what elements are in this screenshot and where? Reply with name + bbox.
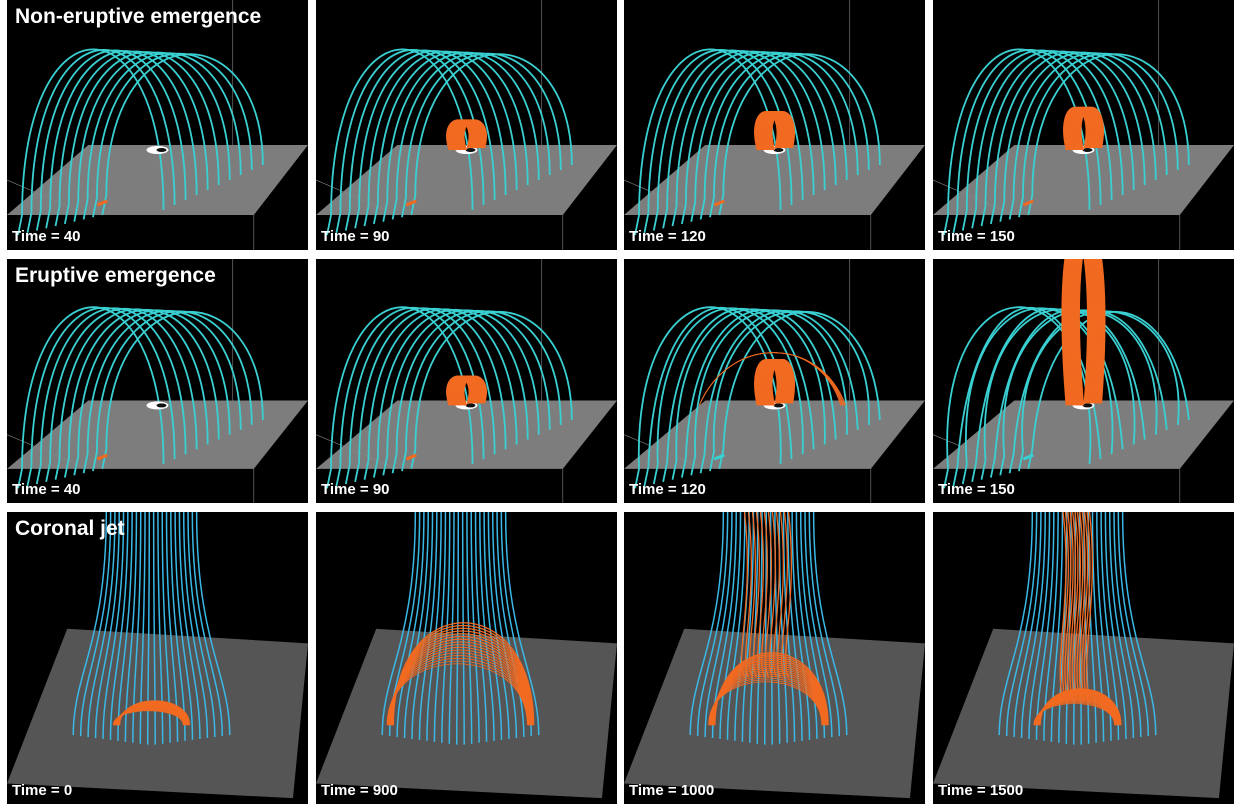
base-plane [624, 628, 925, 799]
panel-row3-col1: Coronal jet Time = 0 [7, 512, 308, 804]
simulation-render [7, 0, 308, 250]
simulation-render [316, 259, 617, 503]
field-lines [943, 48, 1190, 236]
simulation-render [7, 259, 308, 503]
photosphere-plane [933, 145, 1234, 215]
panel-row2-col1: Eruptive emergence Time = 40 [7, 259, 308, 503]
flux-rope [1033, 512, 1122, 726]
flux-rope [112, 700, 191, 726]
base-plane [7, 628, 308, 799]
rope-segment [405, 453, 417, 461]
panel-row1-col1: Non-eruptive emergence Time = 40 [7, 0, 308, 250]
rope-segment [96, 199, 108, 207]
row-title: Eruptive emergence [15, 264, 216, 287]
flux-rope [1061, 259, 1106, 406]
simulation-render [316, 0, 617, 250]
simulation-render [624, 259, 925, 503]
time-label: Time = 0 [12, 782, 73, 799]
time-label: Time = 90 [321, 481, 390, 498]
simulation-render [624, 512, 925, 799]
panel-row1-col2: Time = 90 [316, 0, 617, 250]
time-label: Time = 120 [629, 481, 706, 498]
field-lines [998, 512, 1157, 745]
flux-rope [754, 111, 795, 151]
time-label: Time = 1500 [938, 782, 1024, 799]
photosphere-plane [316, 145, 617, 215]
time-label: Time = 150 [938, 228, 1015, 245]
photosphere-plane [933, 400, 1234, 469]
time-label: Time = 150 [938, 481, 1015, 498]
panel-row1-col4: Time = 150 [933, 0, 1234, 250]
panel-row2-col4: Time = 150 [933, 259, 1234, 503]
simulation-render [933, 259, 1234, 503]
field-lines [689, 512, 848, 745]
field-lines [17, 306, 264, 489]
flux-rope [708, 512, 829, 726]
time-label: Time = 40 [12, 481, 81, 498]
rope-segment [405, 199, 417, 207]
rope-segment [713, 453, 725, 461]
base-plane [933, 628, 1234, 799]
photosphere-plane [316, 400, 617, 469]
field-lines [326, 306, 573, 489]
field-lines [17, 48, 264, 236]
time-label: Time = 120 [629, 228, 706, 245]
panel-row3-col2: Time = 900 [316, 512, 617, 804]
panel-row2-col3: Time = 120 [624, 259, 925, 503]
simulation-render [316, 512, 617, 799]
rope-segment [1022, 199, 1034, 207]
photosphere-plane [7, 400, 308, 469]
panel-row3-col3: Time = 1000 [624, 512, 925, 804]
flux-rope [446, 375, 487, 406]
photosphere-plane [7, 145, 308, 215]
time-label: Time = 900 [321, 782, 398, 799]
time-label: Time = 40 [12, 228, 81, 245]
row-title: Coronal jet [15, 517, 125, 540]
photosphere-plane [624, 400, 925, 469]
flux-rope [446, 119, 487, 151]
simulation-render [933, 512, 1234, 799]
panel-row1-col3: Time = 120 [624, 0, 925, 250]
base-plane [316, 628, 617, 799]
rope-segment [713, 199, 725, 207]
flux-rope [386, 622, 535, 726]
simulation-render [933, 0, 1234, 250]
simulation-render [7, 512, 308, 799]
time-label: Time = 1000 [629, 782, 715, 799]
panel-row2-col2: Time = 90 [316, 259, 617, 503]
rope-segment [1022, 453, 1034, 461]
flux-rope [698, 352, 847, 406]
rope-segment [96, 453, 108, 461]
row-title: Non-eruptive emergence [15, 5, 262, 28]
time-label: Time = 90 [321, 228, 390, 245]
panel-row3-col4: Time = 1500 [933, 512, 1234, 804]
simulation-render [624, 0, 925, 250]
flux-rope [1063, 106, 1104, 151]
photosphere-plane [624, 145, 925, 215]
